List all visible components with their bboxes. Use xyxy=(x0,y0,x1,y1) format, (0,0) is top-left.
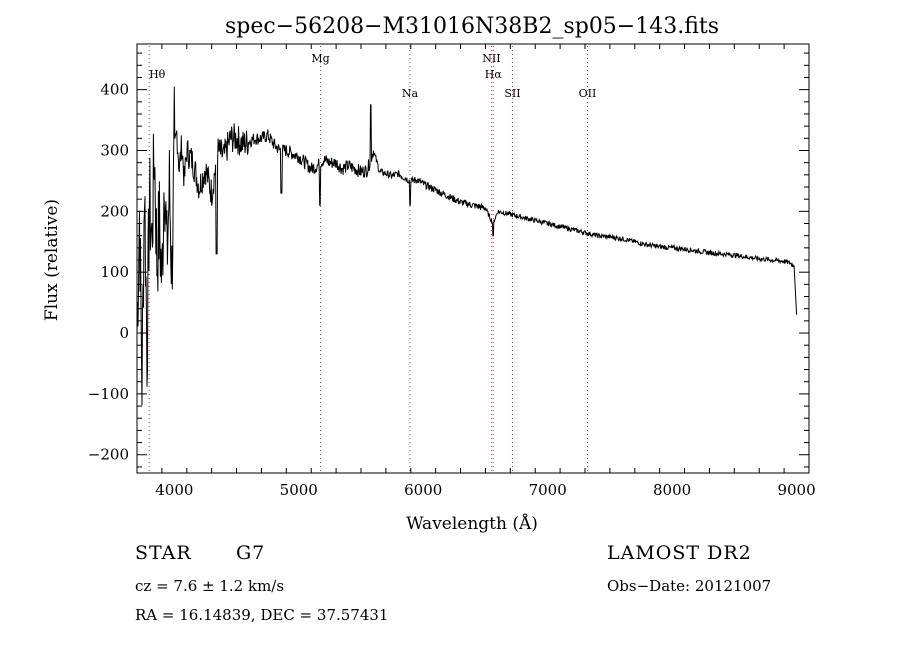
redshift-text: cz = 7.6 ± 1.2 km/s xyxy=(135,577,285,595)
x-axis-label: Wavelength (Å) xyxy=(406,513,538,534)
spectral-line-label: NII xyxy=(482,52,500,65)
survey-label: LAMOST DR2 xyxy=(607,542,752,564)
x-tick-label: 7000 xyxy=(529,481,567,499)
spectrum-line xyxy=(136,86,798,406)
y-tick-label: 0 xyxy=(119,324,129,342)
x-tick-label: 4000 xyxy=(155,481,193,499)
y-tick-label: 300 xyxy=(100,141,129,159)
spectral-line-label: Hα xyxy=(485,68,503,81)
x-tick-label: 8000 xyxy=(653,481,691,499)
x-tick-label: 6000 xyxy=(404,481,442,499)
axes: 4000 5000 6000 7000 8000 9000 −200 −100 0 100 200 3… xyxy=(88,44,816,499)
spectral-line-label: SII xyxy=(504,87,520,100)
spectral-line-label: Mg xyxy=(311,52,329,65)
object-class: STAR xyxy=(135,542,192,564)
observation-date: Obs−Date: 20121007 xyxy=(607,577,772,595)
y-tick-label: −200 xyxy=(88,446,129,464)
chart-title: spec−56208−M31016N38B2_sp05−143.fits xyxy=(225,14,719,39)
spectral-line-label: Na xyxy=(402,87,419,100)
y-axis-label: Flux (relative) xyxy=(42,199,62,321)
plot-frame xyxy=(136,43,810,474)
y-tick-label: 200 xyxy=(100,202,129,220)
spectral-line-label: Hθ xyxy=(149,68,166,81)
y-tick-label: −100 xyxy=(88,385,129,403)
x-tick-label: 9000 xyxy=(777,481,815,499)
coordinates-text: RA = 16.14839, DEC = 37.57431 xyxy=(135,606,389,624)
x-tick-label: 5000 xyxy=(280,481,318,499)
y-tick-label: 100 xyxy=(100,263,129,281)
y-tick-label: 400 xyxy=(100,81,129,99)
object-subclass: G7 xyxy=(236,542,266,564)
spectral-line-label: OII xyxy=(579,87,597,100)
